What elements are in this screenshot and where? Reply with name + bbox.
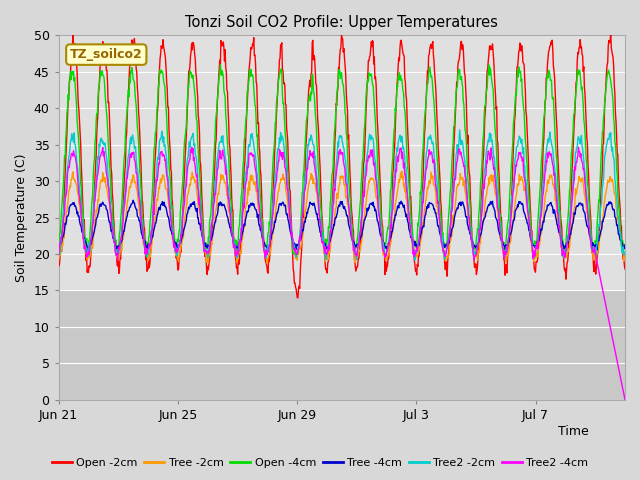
Title: Tonzi Soil CO2 Profile: Upper Temperatures: Tonzi Soil CO2 Profile: Upper Temperatur… <box>186 15 498 30</box>
Y-axis label: Soil Temperature (C): Soil Temperature (C) <box>15 153 28 282</box>
Bar <box>59 290 625 400</box>
Text: Time: Time <box>558 425 589 438</box>
Text: TZ_soilco2: TZ_soilco2 <box>70 48 143 61</box>
Legend: Open -2cm, Tree -2cm, Open -4cm, Tree -4cm, Tree2 -2cm, Tree2 -4cm: Open -2cm, Tree -2cm, Open -4cm, Tree -4… <box>47 453 593 472</box>
